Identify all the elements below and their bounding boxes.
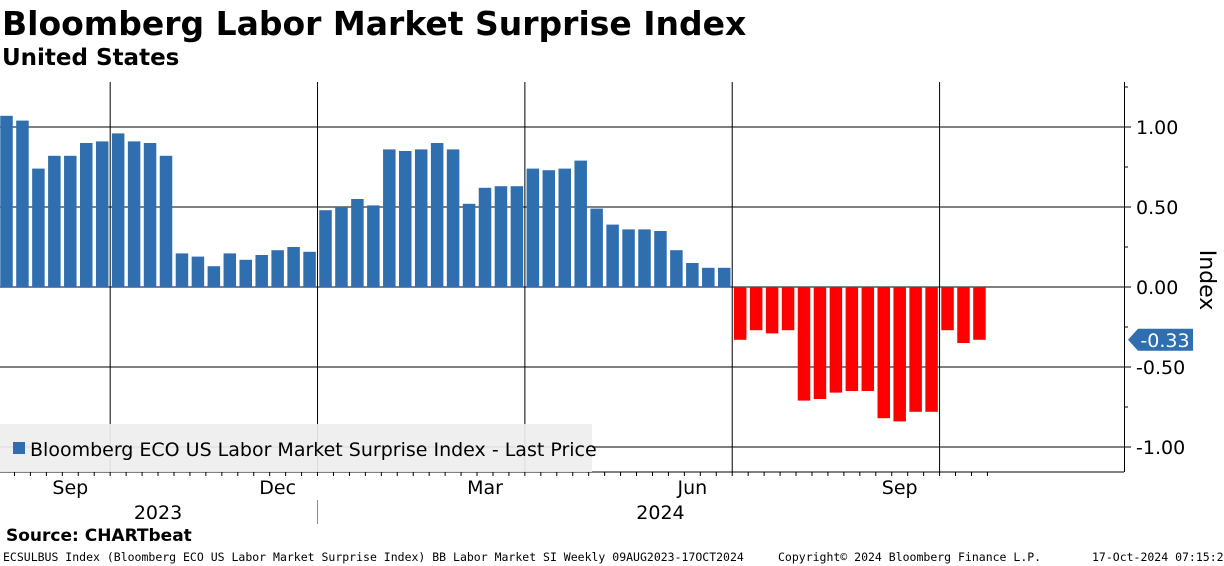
bar [829, 287, 843, 393]
bar [0, 115, 13, 287]
x-tick-label: Jun [677, 477, 708, 499]
bar [941, 287, 954, 331]
bar [16, 120, 29, 287]
bar [175, 253, 189, 287]
bar [622, 229, 635, 287]
x-year-label: 2023 [134, 502, 182, 524]
legend: Bloomberg ECO US Labor Market Surprise I… [0, 424, 597, 472]
bar [80, 143, 93, 287]
footer-copyright: Copyright© 2024 Bloomberg Finance L.P. [778, 550, 1042, 564]
y-tick-label: -1.00 [1136, 437, 1185, 459]
bar [64, 155, 77, 287]
bar [399, 151, 412, 287]
chart-title: Bloomberg Labor Market Surprise Index [2, 4, 747, 43]
bar [462, 203, 476, 287]
bars-layer [0, 115, 986, 422]
bar [606, 224, 619, 287]
bar [670, 250, 683, 287]
bar [574, 160, 587, 287]
y-tick-label: -0.50 [1136, 357, 1185, 379]
bar [143, 143, 157, 287]
bar [909, 287, 922, 412]
footer-ticker-info: ECSULBUS Index (Bloomberg ECO US Labor M… [3, 550, 744, 564]
bar [319, 210, 332, 287]
bar [925, 287, 938, 412]
bar [127, 141, 141, 287]
bar [510, 186, 524, 287]
bar [877, 287, 890, 419]
bar [558, 168, 571, 287]
source-note: Source: CHARTbeat [6, 526, 192, 546]
bar [239, 259, 252, 287]
legend-label: Bloomberg ECO US Labor Market Surprise I… [30, 439, 597, 461]
bar [255, 255, 268, 287]
legend-box [0, 424, 592, 472]
x-tick-label: Dec [259, 477, 296, 499]
x-year-label: 2024 [636, 502, 684, 524]
bar [718, 267, 731, 287]
bar [207, 266, 221, 287]
bar [845, 287, 859, 391]
y-axis-label: Index [1194, 250, 1219, 311]
bar [893, 287, 906, 422]
bar [95, 141, 109, 287]
bar [781, 287, 795, 331]
bar [590, 208, 603, 287]
bar [797, 287, 811, 401]
bar [686, 263, 699, 287]
chart-subtitle: United States [2, 45, 180, 71]
bar [957, 287, 970, 343]
bar [271, 250, 284, 287]
bar [191, 256, 205, 287]
last-value-label: -0.33 [1140, 330, 1189, 352]
bar [733, 287, 747, 340]
bar [765, 287, 779, 334]
bar [654, 231, 667, 287]
x-tick-label: Sep [882, 477, 918, 499]
bar [638, 229, 651, 287]
bar [414, 149, 428, 287]
bar [111, 133, 125, 287]
bar [32, 168, 45, 287]
bar [973, 287, 986, 340]
bar [287, 247, 300, 287]
footer-timestamp: 17-Oct-2024 07:15:25 [1092, 550, 1224, 564]
bar [383, 149, 396, 287]
last-value-marker [1128, 328, 1193, 351]
x-tick-label: Sep [52, 477, 88, 499]
bar [303, 251, 316, 287]
bar [430, 143, 444, 287]
bar [351, 199, 364, 287]
y-tick-label: 1.00 [1136, 117, 1178, 139]
bar [494, 186, 508, 287]
bar [749, 287, 763, 331]
bar [223, 253, 237, 287]
y-tick-label: 0.50 [1136, 197, 1178, 219]
bar [159, 155, 173, 287]
bar [335, 207, 348, 287]
bar [813, 287, 827, 399]
bar [526, 168, 540, 287]
bar [542, 170, 556, 287]
x-tick-label: Mar [467, 477, 503, 499]
bar [861, 287, 875, 391]
bar [48, 155, 61, 287]
bar [446, 149, 460, 287]
bar [367, 205, 380, 287]
bar [702, 267, 715, 287]
y-tick-label: 0.00 [1136, 277, 1178, 299]
legend-swatch [13, 442, 25, 454]
bar [478, 187, 492, 287]
